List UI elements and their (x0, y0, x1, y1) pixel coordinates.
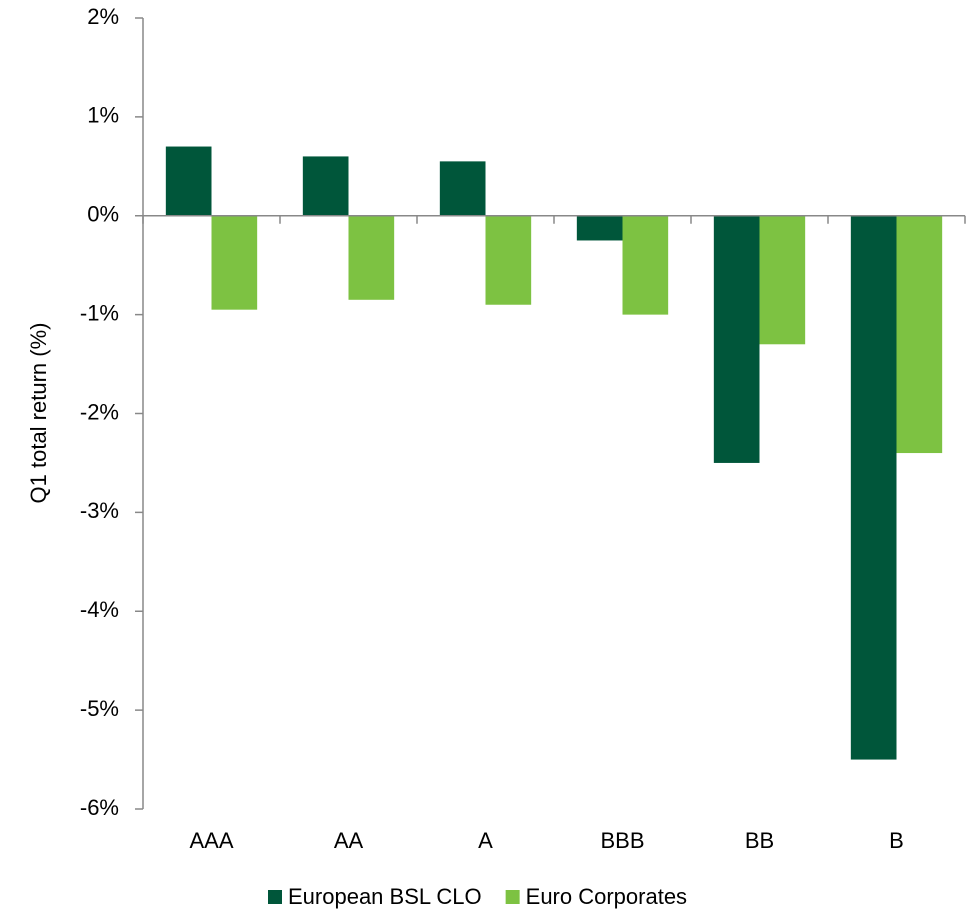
y-tick-label: -5% (80, 696, 119, 721)
y-tick-label: -6% (80, 795, 119, 820)
bar (759, 215, 806, 345)
legend-swatch (505, 890, 520, 904)
y-tick-label: 2% (87, 4, 119, 29)
x-tick-label: B (889, 828, 904, 853)
bar (165, 146, 212, 216)
legend-swatch (268, 890, 282, 904)
y-tick-label: -3% (80, 498, 119, 523)
y-tick-label: -2% (80, 399, 119, 424)
x-tick-label: BBB (600, 828, 644, 853)
y-tick-label: -4% (80, 597, 119, 622)
x-tick-label: BB (745, 828, 774, 853)
y-tick-label: 0% (87, 202, 119, 227)
bar (439, 161, 486, 216)
x-tick-label: AA (334, 828, 364, 853)
legend-label: European BSL CLO (288, 884, 482, 909)
bar (713, 215, 760, 463)
x-tick-label: A (478, 828, 493, 853)
bar (485, 215, 532, 305)
y-axis-label: Q1 total return (%) (26, 323, 51, 504)
y-tick-label: 1% (87, 103, 119, 128)
bar (348, 215, 395, 300)
bar (302, 156, 349, 216)
bar (622, 215, 669, 315)
bar (211, 215, 258, 310)
bar (850, 215, 897, 760)
bar (896, 215, 943, 454)
x-tick-label: AAA (189, 828, 233, 853)
bar (576, 215, 623, 241)
y-tick-label: -1% (80, 300, 119, 325)
legend-label: Euro Corporates (526, 884, 687, 909)
